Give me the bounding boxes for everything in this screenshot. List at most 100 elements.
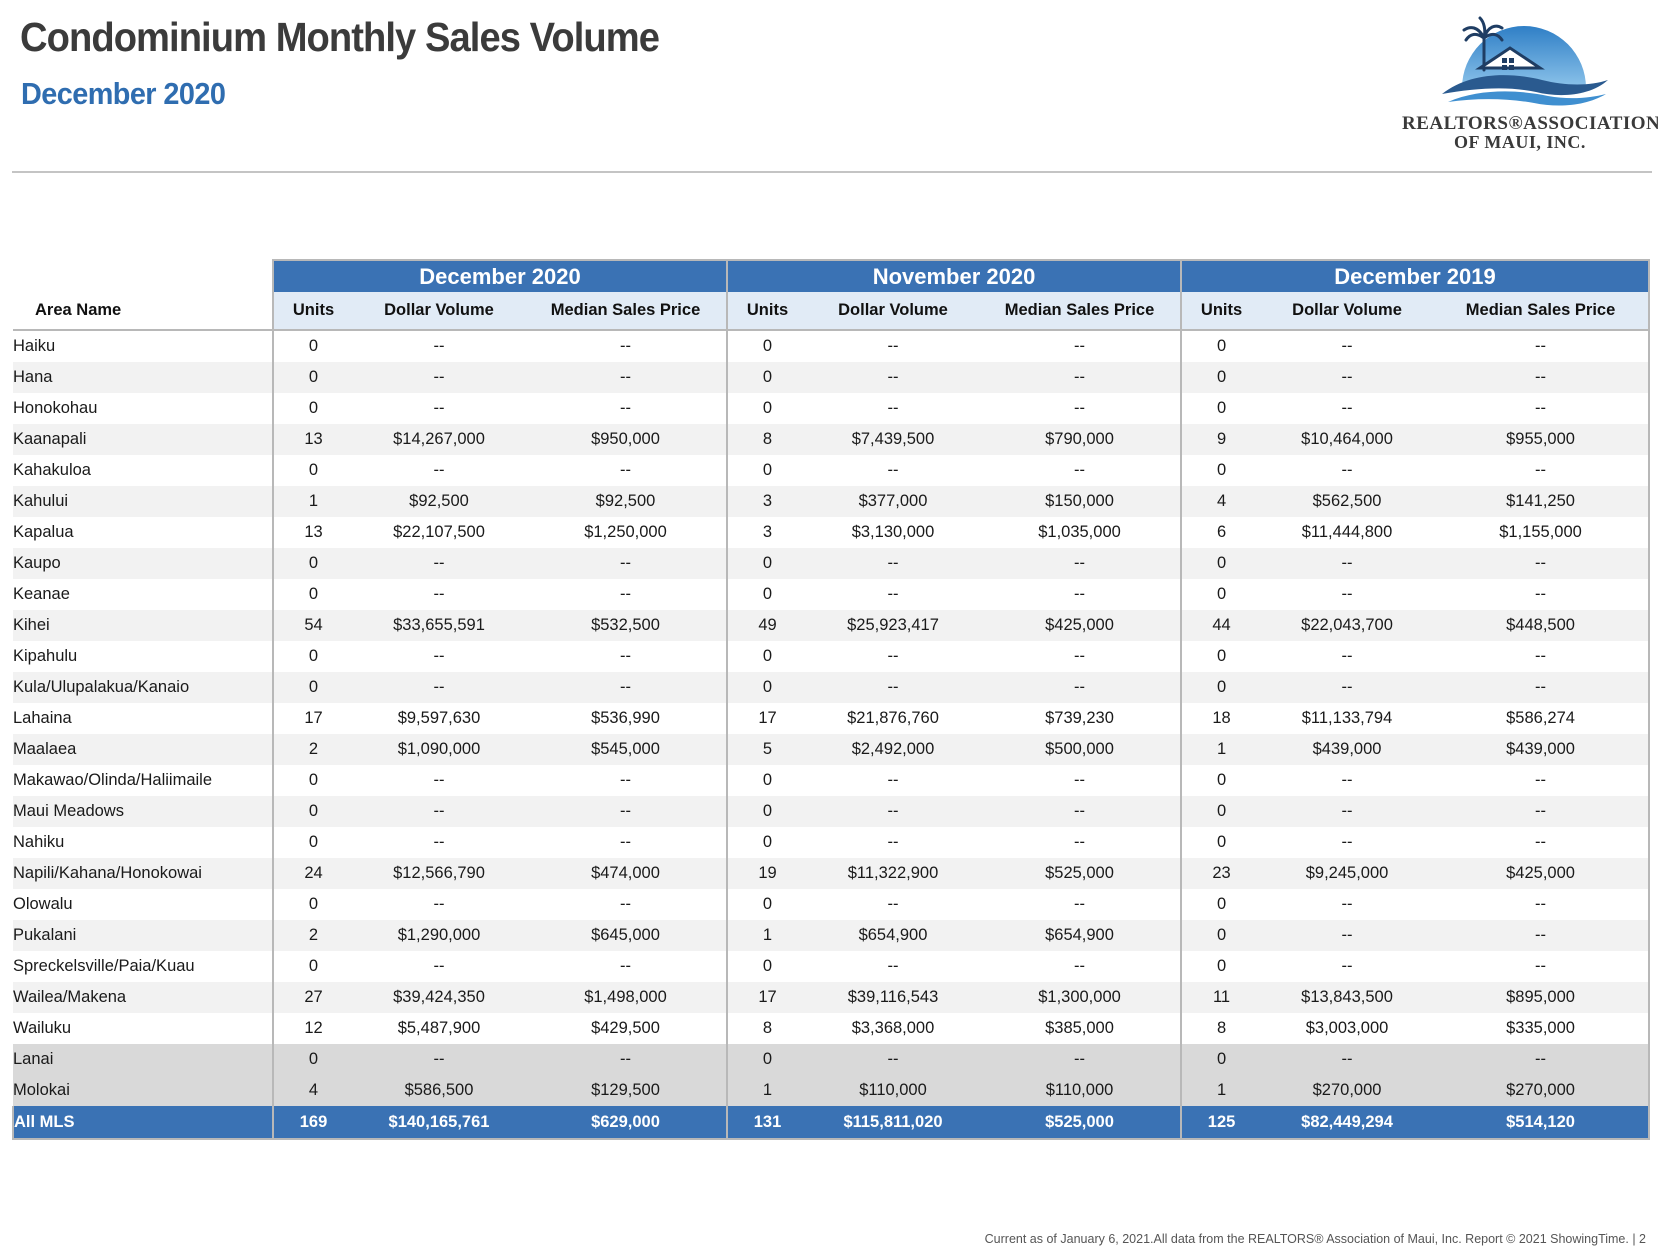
- value-cell: --: [1261, 1044, 1434, 1075]
- table-row: Kipahulu 0 -- -- 0 -- -- 0 -- --: [13, 641, 1651, 672]
- area-name-cell: Olowalu: [13, 895, 73, 913]
- value-cell: 0: [1180, 827, 1262, 858]
- area-name-cell: Kaupo: [13, 548, 273, 579]
- value-cell: $335,000: [1433, 1013, 1651, 1044]
- total-row: All MLS 169 $140,165,761 $629,000 131 $115,81…: [12, 1106, 1651, 1140]
- value-cell: 0: [1180, 548, 1262, 579]
- value-cell: 54: [272, 610, 353, 641]
- value-cell: 0: [1180, 1044, 1262, 1075]
- value-cell: $3,003,000: [1305, 1019, 1389, 1037]
- value-cell: 0: [726, 641, 807, 672]
- value-cell: --: [433, 399, 445, 417]
- value-cell: 1: [1180, 734, 1262, 765]
- value-cell: --: [1433, 579, 1651, 610]
- value-cell: $1,498,000: [525, 982, 728, 1013]
- area-name-cell: Kaanapali: [13, 424, 273, 455]
- value-cell: 0: [272, 641, 353, 672]
- value-cell: 23: [1180, 858, 1262, 889]
- value-cell: $110,000: [979, 1075, 1183, 1106]
- value-cell: --: [979, 330, 1183, 362]
- value-cell: $1,155,000: [1433, 517, 1651, 548]
- value-cell: --: [433, 833, 445, 851]
- value-cell: $562,500: [1261, 486, 1434, 517]
- table-row: Wailea/Makena 27 $39,424,350 $1,498,000 17 $3…: [13, 982, 1651, 1013]
- total-value-cell: $629,000: [525, 1106, 728, 1140]
- value-cell: 27: [272, 982, 353, 1013]
- value-cell: $586,500: [353, 1075, 525, 1106]
- value-cell: 0: [272, 951, 353, 982]
- area-name-cell: Kihei: [13, 610, 273, 641]
- table-row: Olowalu 0 -- -- 0 -- -- 0 -- --: [13, 889, 1651, 920]
- value-cell: 0: [272, 889, 353, 920]
- value-cell: --: [1341, 399, 1353, 417]
- value-cell: --: [1433, 765, 1651, 796]
- value-cell: --: [525, 393, 728, 424]
- value-cell: --: [433, 337, 445, 355]
- value-cell: 8: [726, 424, 807, 455]
- value-cell: $10,464,000: [1261, 424, 1434, 455]
- value-cell: --: [1433, 951, 1651, 982]
- value-cell: 0: [726, 796, 807, 827]
- value-cell: --: [433, 585, 445, 603]
- value-cell: 0: [1180, 796, 1262, 827]
- value-cell: --: [353, 1044, 525, 1075]
- area-name-cell: Nahiku: [13, 833, 65, 851]
- value-cell: 0: [726, 362, 807, 393]
- table-row: Kahului 1 $92,500 $92,500 3 $377,000 $150,000 4…: [13, 486, 1651, 517]
- value-cell: --: [979, 641, 1183, 672]
- area-name-cell: Wailuku: [13, 1019, 72, 1037]
- value-cell: --: [1433, 827, 1651, 858]
- dollar-volume-header: Dollar Volume: [807, 292, 979, 331]
- table-row: Nahiku 0 -- -- 0 -- -- 0 -- --: [13, 827, 1651, 858]
- total-value-cell: $525,000: [979, 1106, 1183, 1140]
- value-cell: --: [1433, 330, 1651, 362]
- value-cell: --: [979, 393, 1183, 424]
- value-cell: --: [433, 647, 445, 665]
- value-cell: $11,133,794: [1301, 709, 1393, 727]
- value-cell: --: [525, 827, 728, 858]
- value-cell: --: [525, 579, 728, 610]
- value-cell: --: [1341, 771, 1353, 789]
- value-cell: 0: [1180, 393, 1262, 424]
- value-cell: 0: [726, 672, 807, 703]
- value-cell: --: [887, 895, 899, 913]
- value-cell: 12: [272, 1013, 353, 1044]
- value-cell: $1,090,000: [353, 734, 525, 765]
- value-cell: $33,655,591: [353, 610, 525, 641]
- page-title: Condominium Monthly Sales Volume: [20, 14, 660, 60]
- logo-text-line1: REALTORS®ASSOCIATION: [1402, 113, 1658, 134]
- value-cell: 49: [726, 610, 807, 641]
- value-cell: --: [433, 957, 445, 975]
- value-cell: --: [1261, 548, 1434, 579]
- value-cell: --: [1341, 337, 1353, 355]
- total-value-cell: $514,120: [1433, 1106, 1651, 1140]
- total-value-cell: 131: [726, 1106, 807, 1140]
- area-name-cell: Hana: [13, 362, 273, 393]
- value-cell: $474,000: [525, 858, 728, 889]
- value-cell: --: [1261, 796, 1434, 827]
- value-cell: 3: [726, 517, 807, 548]
- house-palm-wave-icon: [1442, 16, 1608, 106]
- value-cell: $5,487,900: [397, 1019, 481, 1037]
- value-cell: 0: [726, 330, 807, 362]
- table-row: Maalaea 2 $1,090,000 $545,000 5 $2,492,000 $50…: [13, 734, 1651, 765]
- value-cell: $11,322,900: [807, 858, 979, 889]
- value-cell: --: [1341, 833, 1353, 851]
- value-cell: --: [1261, 920, 1434, 951]
- area-name-cell: Maalaea: [13, 734, 273, 765]
- table-row: Kula/Ulupalakua/Kanaio 0 -- -- 0 -- -- 0 -- --: [13, 672, 1651, 703]
- value-cell: --: [525, 672, 728, 703]
- value-cell: --: [887, 833, 899, 851]
- dollar-volume-header: Dollar Volume: [1261, 292, 1434, 331]
- total-label-cell: All MLS: [12, 1106, 273, 1140]
- value-cell: $39,116,543: [807, 982, 979, 1013]
- value-cell: $3,368,000: [851, 1019, 935, 1037]
- table-row: Wailuku 12 $5,487,900 $429,500 8 $3,368,000 $3…: [13, 1013, 1651, 1044]
- table-row: Kihei 54 $33,655,591 $532,500 49 $25,923,417 $…: [13, 610, 1651, 641]
- table-row: Napili/Kahana/Honokowai 24 $12,566,790 $474…: [13, 858, 1651, 889]
- value-cell: 0: [726, 889, 807, 920]
- value-cell: 0: [1180, 455, 1262, 486]
- value-cell: 0: [726, 548, 807, 579]
- value-cell: --: [887, 337, 899, 355]
- value-cell: 0: [272, 455, 353, 486]
